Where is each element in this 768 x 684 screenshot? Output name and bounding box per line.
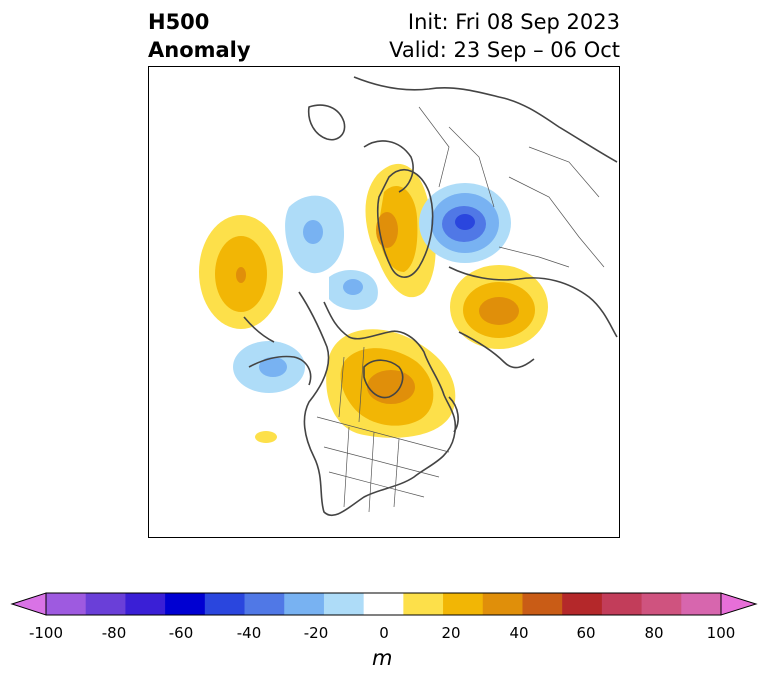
coast-siberia xyxy=(458,331,535,369)
anomaly-shading xyxy=(199,163,548,443)
colorbar-tick-label: 80 xyxy=(644,624,664,642)
anomaly-chukchi-negative-core xyxy=(343,279,363,295)
colorbar-tick-label: -100 xyxy=(28,624,64,642)
colorbar-tick-label: 100 xyxy=(706,624,736,642)
border-us-vertical-1 xyxy=(343,426,350,508)
border-us-grid-2 xyxy=(328,471,425,498)
border-asia-2 xyxy=(528,146,600,198)
colorbar-tick-label: 0 xyxy=(379,624,389,642)
border-us-vertical-3 xyxy=(393,438,400,508)
border-europe-2 xyxy=(448,126,495,208)
coast-russia-arctic xyxy=(448,266,618,338)
coast-aleutians xyxy=(243,316,275,343)
anomaly-pacific-small-positive xyxy=(255,431,277,443)
coast-kamchatka xyxy=(448,396,459,433)
coast-eurasia xyxy=(353,76,618,163)
colorbar-swatch xyxy=(403,593,444,615)
colorbar-swatch xyxy=(46,593,87,615)
colorbar-tick-label: 40 xyxy=(509,624,529,642)
colorbar-swatch xyxy=(562,593,603,615)
colorbar-unit-label: m xyxy=(372,646,393,670)
anomaly-siberia-positive-core xyxy=(479,297,519,325)
colorbar-tick-label: -60 xyxy=(168,624,194,642)
anomaly-north-pacific-negative-core xyxy=(259,357,287,377)
init-time: Init: Fri 08 Sep 2023 xyxy=(407,10,620,34)
colorbar-outline xyxy=(45,592,722,616)
colorbar-swatch xyxy=(443,593,484,615)
border-asia-1 xyxy=(508,176,605,268)
coast-greenland xyxy=(376,169,434,278)
anomaly-map xyxy=(148,66,620,538)
anomaly-ne-pacific-positive-peak xyxy=(236,267,246,283)
colorbar-swatch xyxy=(204,593,246,615)
valid-period: Valid: 23 Sep – 06 Oct xyxy=(389,38,620,62)
border-asia-3 xyxy=(498,246,570,268)
anomaly-russia-negative-peak xyxy=(455,214,475,230)
colorbar-swatch xyxy=(323,593,365,615)
colorbar-swatch xyxy=(284,593,325,615)
title-right: Init: Fri 08 Sep 2023 Valid: 23 Sep – 06… xyxy=(389,8,620,64)
colorbar-extend-low xyxy=(10,592,47,616)
border-europe-1 xyxy=(418,106,450,188)
colorbar-swatch xyxy=(125,593,166,615)
anomaly-canada-positive-core xyxy=(367,370,415,404)
colorbar-swatch xyxy=(482,593,523,615)
colorbar-swatch xyxy=(522,593,563,615)
colorbar xyxy=(10,592,758,616)
map-canvas xyxy=(199,76,618,517)
title-anomaly: Anomaly xyxy=(148,38,251,62)
coast-arctic-islands xyxy=(307,104,346,141)
border-us-canada xyxy=(316,416,450,453)
anomaly-greenland-positive-mid xyxy=(378,186,418,272)
colorbar-swatch xyxy=(165,593,206,615)
colorbar-tick-label: 60 xyxy=(576,624,596,642)
coast-scandinavia xyxy=(363,140,414,193)
coast-hudson-bay xyxy=(363,359,404,399)
colorbar-tick-label: -80 xyxy=(101,624,127,642)
border-us-vertical-2 xyxy=(368,431,375,513)
colorbar-swatch xyxy=(681,593,722,615)
title-left: H500 Anomaly xyxy=(148,8,251,64)
anomaly-bering-negative-core xyxy=(303,220,323,244)
borders xyxy=(316,106,605,513)
colorbar-tick-label: -40 xyxy=(236,624,262,642)
border-us-grid-1 xyxy=(323,446,440,478)
colorbar-tick-label: 20 xyxy=(441,624,461,642)
colorbar-extend-high xyxy=(720,592,758,616)
colorbar-swatch xyxy=(601,593,643,615)
border-canada-1 xyxy=(338,356,345,418)
colorbar-swatch xyxy=(363,593,404,615)
coast-north-america xyxy=(298,291,457,517)
coast-alaska xyxy=(248,355,312,386)
colorbar-swatch xyxy=(85,593,126,615)
colorbar-tick-label: -20 xyxy=(303,624,329,642)
title-field: H500 xyxy=(148,10,210,34)
coastlines xyxy=(243,76,618,517)
colorbar-swatch xyxy=(244,593,285,615)
colorbar-swatch xyxy=(641,593,682,615)
border-canada-2 xyxy=(358,346,365,423)
